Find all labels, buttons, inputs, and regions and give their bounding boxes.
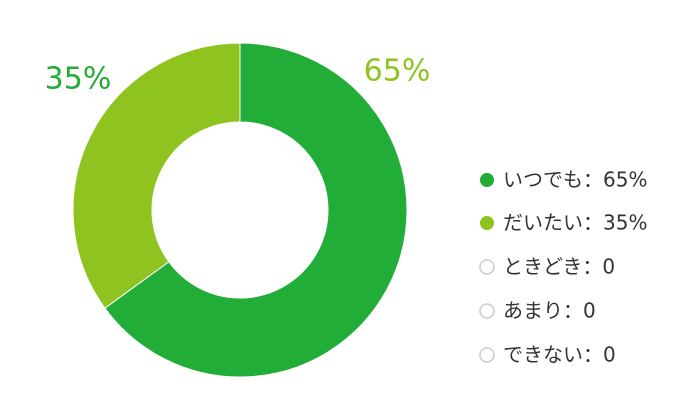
legend-marker [480, 173, 494, 187]
legend-marker [479, 303, 495, 319]
value-label: 35% [45, 62, 112, 97]
legend-marker [479, 259, 495, 275]
legend-marker [479, 347, 495, 363]
legend-label: いつでも：65% [503, 168, 647, 192]
legend-marker [480, 216, 494, 230]
value-label: 65% [364, 54, 431, 89]
donut-segment [72, 42, 241, 309]
donut-segment [104, 42, 408, 378]
legend-label: だいたい：35% [503, 211, 647, 235]
legend-label: できない：0 [503, 343, 616, 367]
legend-label: あまり：0 [503, 299, 596, 323]
legend-label: ときどき：0 [503, 255, 615, 279]
